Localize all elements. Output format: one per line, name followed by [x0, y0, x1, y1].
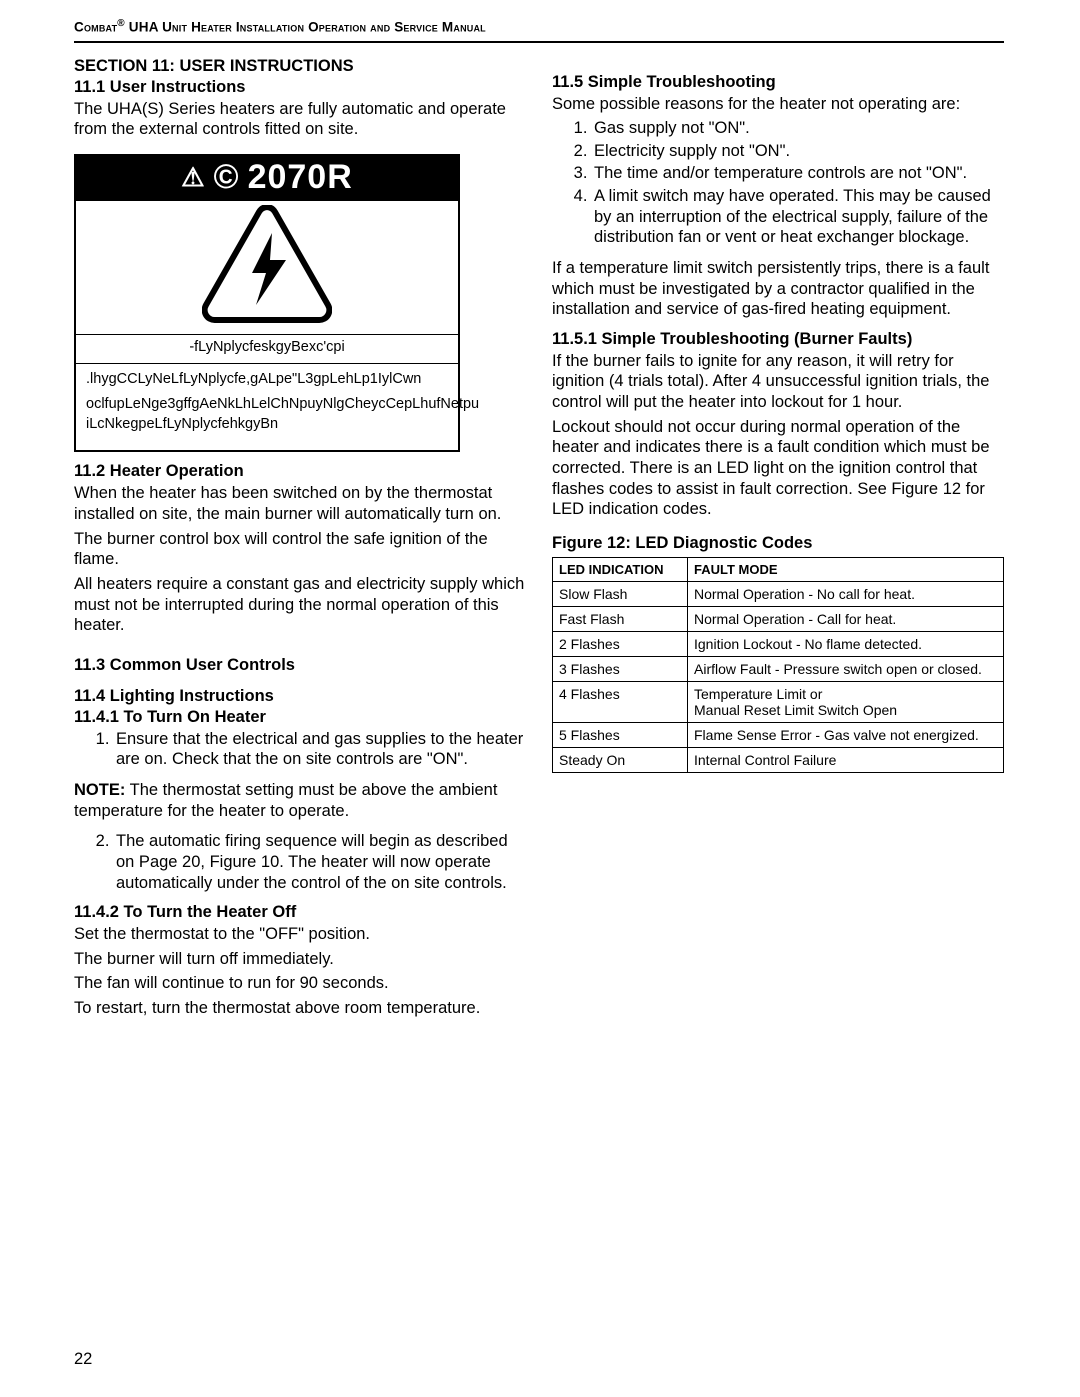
table-row: 3 FlashesAirflow Fault - Pressure switch…	[553, 656, 1004, 681]
warning-code: 2070R	[248, 158, 353, 197]
heading-11-5-1: 11.5.1 Simple Troubleshooting (Burner Fa…	[552, 330, 1004, 349]
page: Combat® UHA Unit Heater Installation Ope…	[0, 0, 1080, 1397]
list-11-4-1a: Ensure that the electrical and gas suppl…	[74, 729, 526, 770]
table-cell-fault: Normal Operation - No call for heat.	[688, 581, 1004, 606]
heading-11-4-2: 11.4.2 To Turn the Heater Off	[74, 903, 526, 922]
table-cell-led: Steady On	[553, 747, 688, 772]
table-cell-fault: Temperature Limit or Manual Reset Limit …	[688, 681, 1004, 722]
heading-11-4-1: 11.4.1 To Turn On Heater	[74, 708, 526, 727]
list-item: The automatic firing sequence will begin…	[114, 831, 526, 893]
led-table-body: Slow FlashNormal Operation - No call for…	[553, 581, 1004, 772]
table-cell-led: 4 Flashes	[553, 681, 688, 722]
para-11-4-2-3: The fan will continue to run for 90 seco…	[74, 973, 526, 994]
warning-banner: ⚠ © 2070R	[76, 156, 458, 201]
table-row: 2 FlashesIgnition Lockout - No flame det…	[553, 631, 1004, 656]
page-number: 22	[74, 1350, 92, 1369]
note-11-4: NOTE: The thermostat setting must be abo…	[74, 780, 526, 821]
table-cell-led: 2 Flashes	[553, 631, 688, 656]
table-cell-fault: Ignition Lockout - No flame detected.	[688, 631, 1004, 656]
para-11-5-2: If a temperature limit switch persistent…	[552, 258, 1004, 320]
table-cell-led: 5 Flashes	[553, 722, 688, 747]
right-column: 11.5 Simple Troubleshooting Some possibl…	[552, 55, 1004, 1029]
figure-12-title: Figure 12: LED Diagnostic Codes	[552, 534, 1004, 553]
warning-box: ⚠ © 2070R -fLyNplycfeskgyBexc'cpi .lhygC…	[74, 154, 460, 453]
warning-triangle-icon: ⚠	[181, 164, 205, 190]
heading-11-4: 11.4 Lighting Instructions	[74, 687, 526, 706]
content-columns: SECTION 11: USER INSTRUCTIONS 11.1 User …	[74, 55, 1004, 1029]
page-header: Combat® UHA Unit Heater Installation Ope…	[74, 18, 1004, 43]
list-item: Ensure that the electrical and gas suppl…	[114, 729, 526, 770]
heading-11-3: 11.3 Common User Controls	[74, 656, 526, 675]
table-header-fault: FAULT MODE	[688, 557, 1004, 581]
note-label: NOTE:	[74, 781, 125, 799]
header-rest: UHA Unit Heater Installation Operation a…	[125, 20, 486, 35]
para-11-4-2-4: To restart, turn the thermostat above ro…	[74, 998, 526, 1019]
table-row: 4 FlashesTemperature Limit or Manual Res…	[553, 681, 1004, 722]
table-row: Slow FlashNormal Operation - No call for…	[553, 581, 1004, 606]
led-codes-table: LED INDICATION FAULT MODE Slow FlashNorm…	[552, 557, 1004, 773]
para-11-5-1-1: If the burner fails to ignite for any re…	[552, 351, 1004, 413]
heading-11-5: 11.5 Simple Troubleshooting	[552, 73, 1004, 92]
para-11-4-2-2: The burner will turn off immediately.	[74, 949, 526, 970]
table-row: 5 FlashesFlame Sense Error - Gas valve n…	[553, 722, 1004, 747]
table-cell-led: Slow Flash	[553, 581, 688, 606]
warning-line-2: oclfupLeNge3gffgAeNkLhLelChNpuyNlgCheycC…	[86, 395, 448, 434]
table-cell-led: 3 Flashes	[553, 656, 688, 681]
heading-11-2: 11.2 Heater Operation	[74, 462, 526, 481]
hazard-caption: -fLyNplycfeskgyBexc'cpi	[76, 335, 458, 364]
list-item: Gas supply not "ON".	[592, 118, 1004, 139]
para-11-5-1-2: Lockout should not occur during normal o…	[552, 417, 1004, 520]
registered-icon: ®	[117, 18, 125, 29]
para-11-2-1: When the heater has been switched on by …	[74, 483, 526, 524]
list-item: The time and/or temperature controls are…	[592, 163, 1004, 184]
list-item: A limit switch may have operated. This m…	[592, 186, 1004, 248]
warning-line-1: .lhygCCLyNeLfLyNplycfe,gALpe"L3gpLehLp1I…	[86, 370, 448, 390]
para-11-4-2-1: Set the thermostat to the "OFF" position…	[74, 924, 526, 945]
table-row: Fast FlashNormal Operation - Call for he…	[553, 606, 1004, 631]
section-11-title: SECTION 11: USER INSTRUCTIONS	[74, 57, 526, 76]
para-11-5: Some possible reasons for the heater not…	[552, 94, 1004, 115]
table-cell-fault: Airflow Fault - Pressure switch open or …	[688, 656, 1004, 681]
list-11-4-1b: The automatic firing sequence will begin…	[74, 831, 526, 893]
table-row: Steady OnInternal Control Failure	[553, 747, 1004, 772]
list-item: Electricity supply not "ON".	[592, 141, 1004, 162]
table-cell-fault: Flame Sense Error - Gas valve not energi…	[688, 722, 1004, 747]
list-11-5: Gas supply not "ON". Electricity supply …	[552, 118, 1004, 248]
left-column: SECTION 11: USER INSTRUCTIONS 11.1 User …	[74, 55, 526, 1029]
note-text: The thermostat setting must be above the…	[74, 781, 497, 820]
table-cell-led: Fast Flash	[553, 606, 688, 631]
table-cell-fault: Normal Operation - Call for heat.	[688, 606, 1004, 631]
table-cell-fault: Internal Control Failure	[688, 747, 1004, 772]
heading-11-1: 11.1 User Instructions	[74, 78, 526, 97]
header-brand: Combat	[74, 20, 117, 35]
hazard-icon-wrap	[76, 201, 458, 335]
table-header-row: LED INDICATION FAULT MODE	[553, 557, 1004, 581]
copyright-icon: ©	[214, 158, 240, 197]
table-header-led: LED INDICATION	[553, 557, 688, 581]
warning-text: .lhygCCLyNeLfLyNplycfe,gALpe"L3gpLehLp1I…	[76, 364, 458, 451]
para-11-1: The UHA(S) Series heaters are fully auto…	[74, 99, 526, 140]
para-11-2-3: All heaters require a constant gas and e…	[74, 574, 526, 636]
para-11-2-2: The burner control box will control the …	[74, 529, 526, 570]
electrical-hazard-icon	[202, 205, 332, 325]
